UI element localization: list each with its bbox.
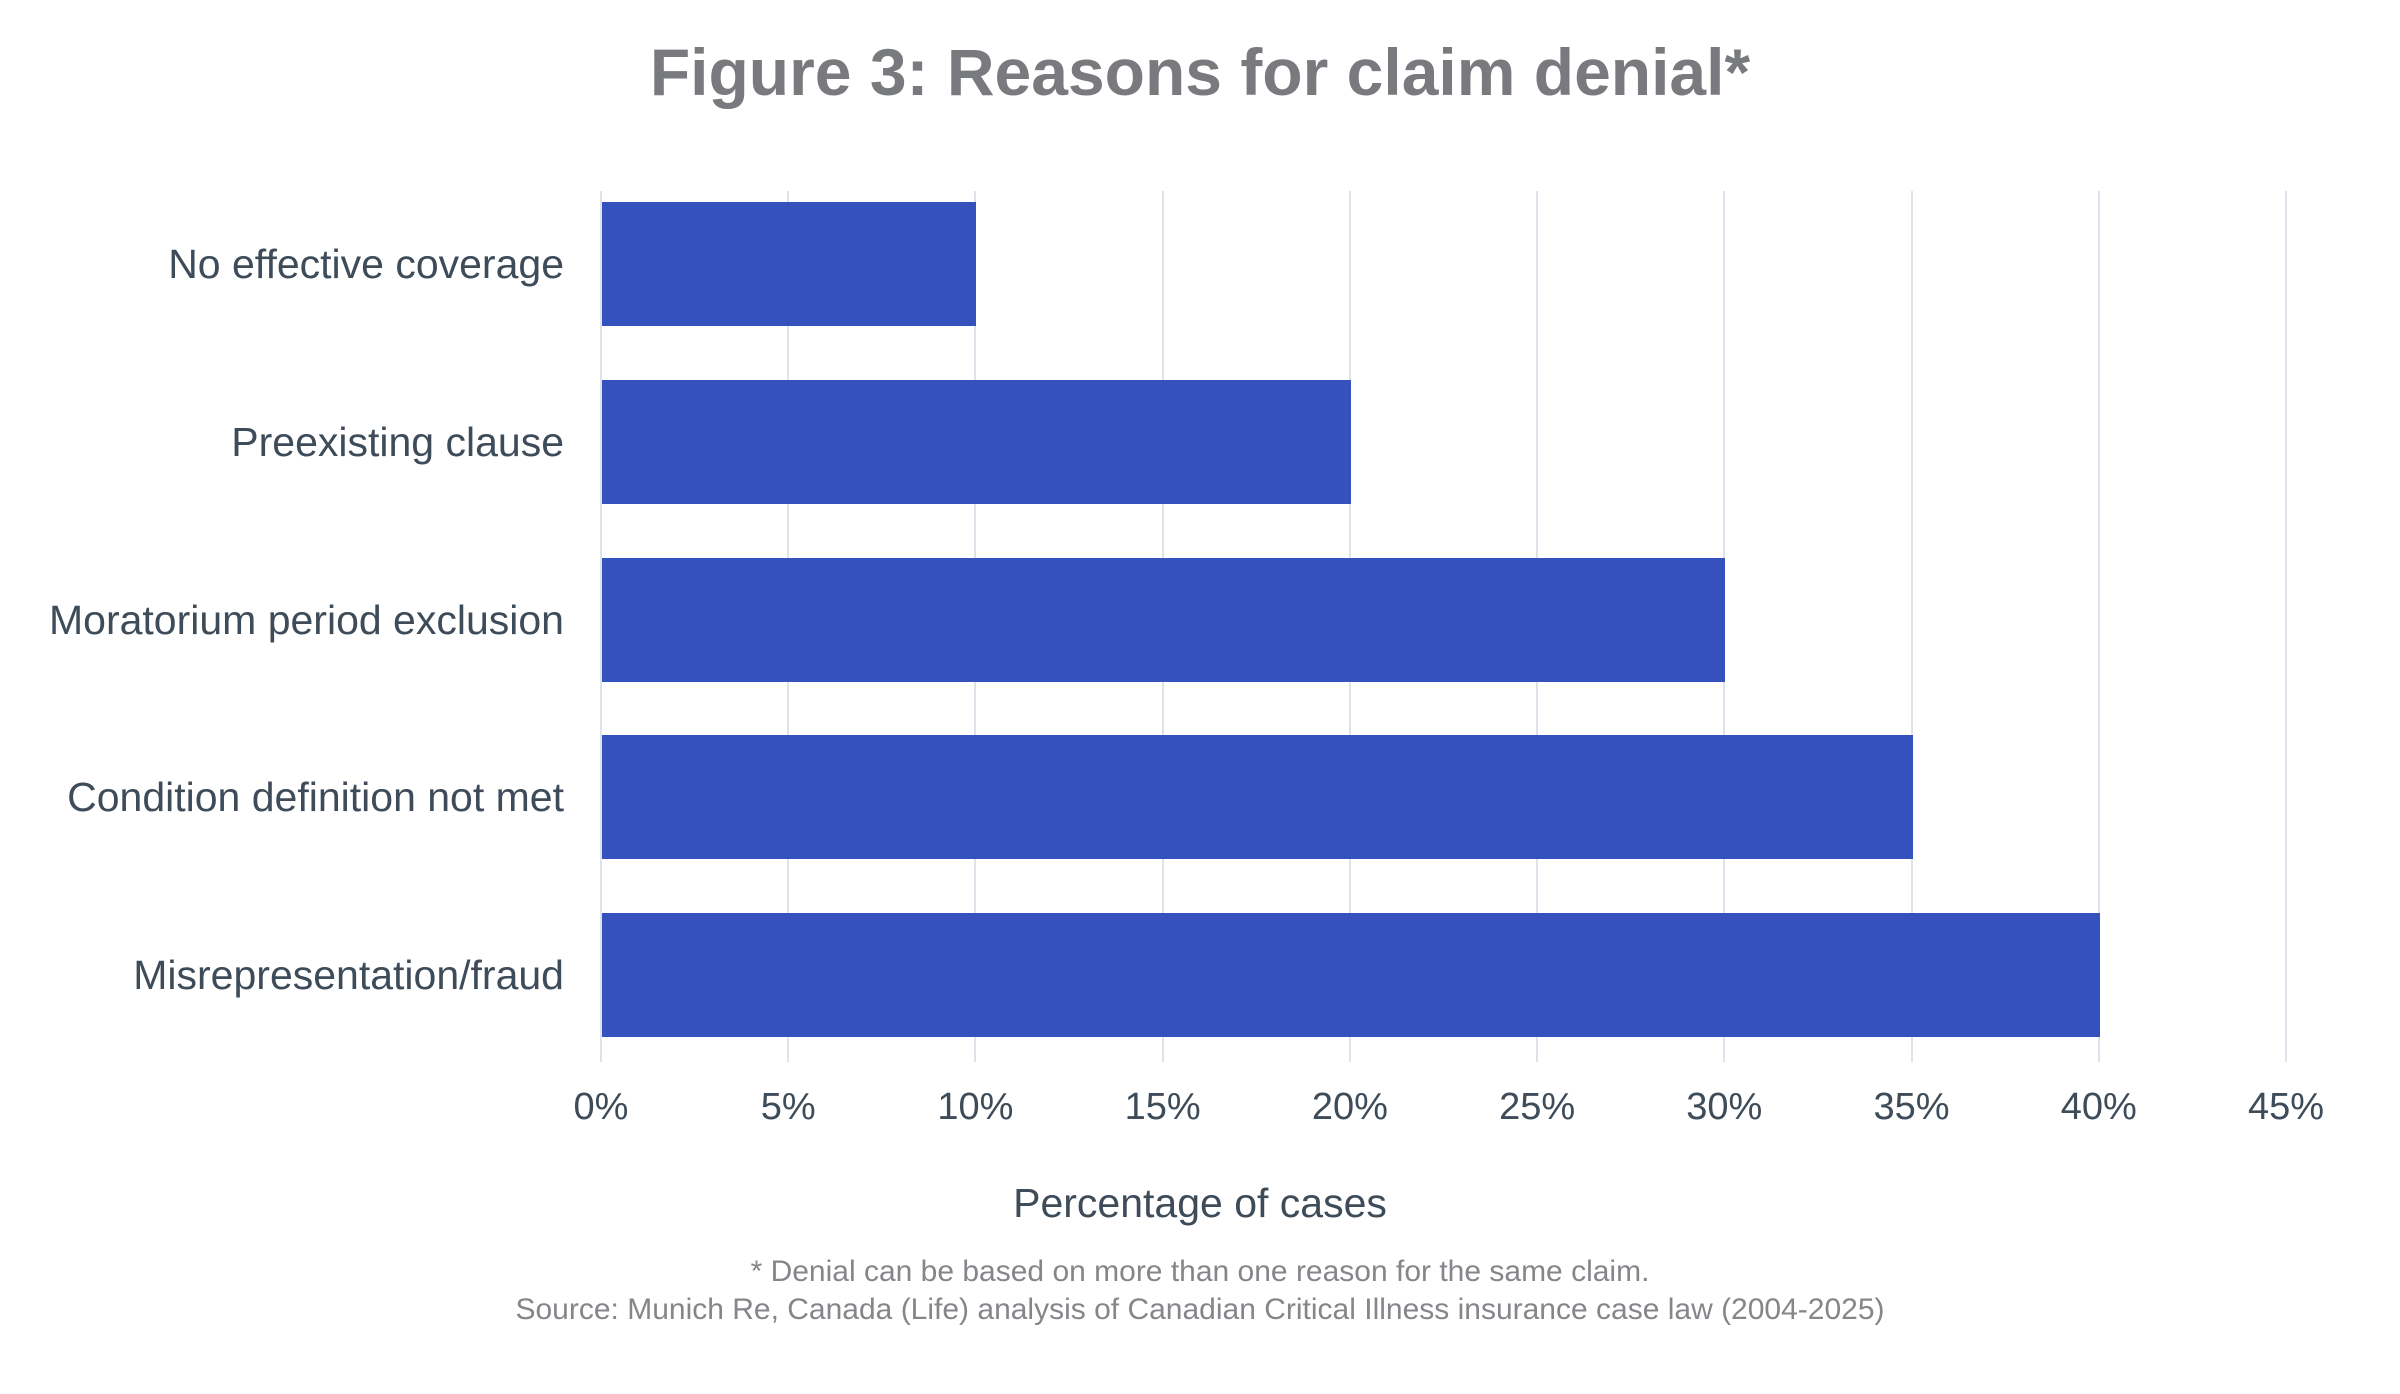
gridline-45 — [2284, 191, 2287, 1062]
x-tick-label-10: 10% — [937, 1086, 1014, 1128]
gridline-35 — [1910, 191, 1913, 1062]
x-tick-label-15: 15% — [1124, 1086, 1201, 1128]
x-tick-label-45: 45% — [2247, 1086, 2324, 1128]
gridline-0 — [600, 191, 602, 1062]
category-label-3: Condition definition not met — [67, 774, 564, 821]
x-tick-label-40: 40% — [2060, 1086, 2137, 1128]
x-tick-label-0: 0% — [573, 1086, 629, 1128]
category-label-0: No effective coverage — [168, 241, 564, 287]
category-label-2: Moratorium period exclusion — [48, 596, 564, 643]
x-tick-label-35: 35% — [1873, 1086, 1950, 1128]
bar-0 — [602, 202, 977, 326]
x-tick-label-25: 25% — [1499, 1086, 1576, 1128]
category-label-4: Misrepresentation/fraud — [133, 952, 564, 998]
bar-1 — [602, 379, 1351, 504]
gridline-40 — [2097, 191, 2100, 1062]
bar-2 — [602, 557, 1726, 682]
footnote-source: Source: Munich Re, Canada (Life) analysi… — [515, 1293, 1885, 1326]
footnotes: * Denial can be based on more than one r… — [0, 1253, 2400, 1329]
x-tick-label-20: 20% — [1311, 1086, 1388, 1128]
bar-3 — [602, 735, 1913, 860]
x-tick-label-30: 30% — [1686, 1086, 1763, 1128]
footnote-asterisk: * Denial can be based on more than one r… — [750, 1255, 1650, 1288]
x-tick-label-5: 5% — [760, 1086, 816, 1128]
category-label-1: Preexisting clause — [231, 418, 564, 465]
bar-4 — [602, 913, 2100, 1037]
x-axis-label: Percentage of cases — [1013, 1180, 1387, 1226]
figure-title: Figure 3: Reasons for claim denial* — [649, 35, 1751, 109]
